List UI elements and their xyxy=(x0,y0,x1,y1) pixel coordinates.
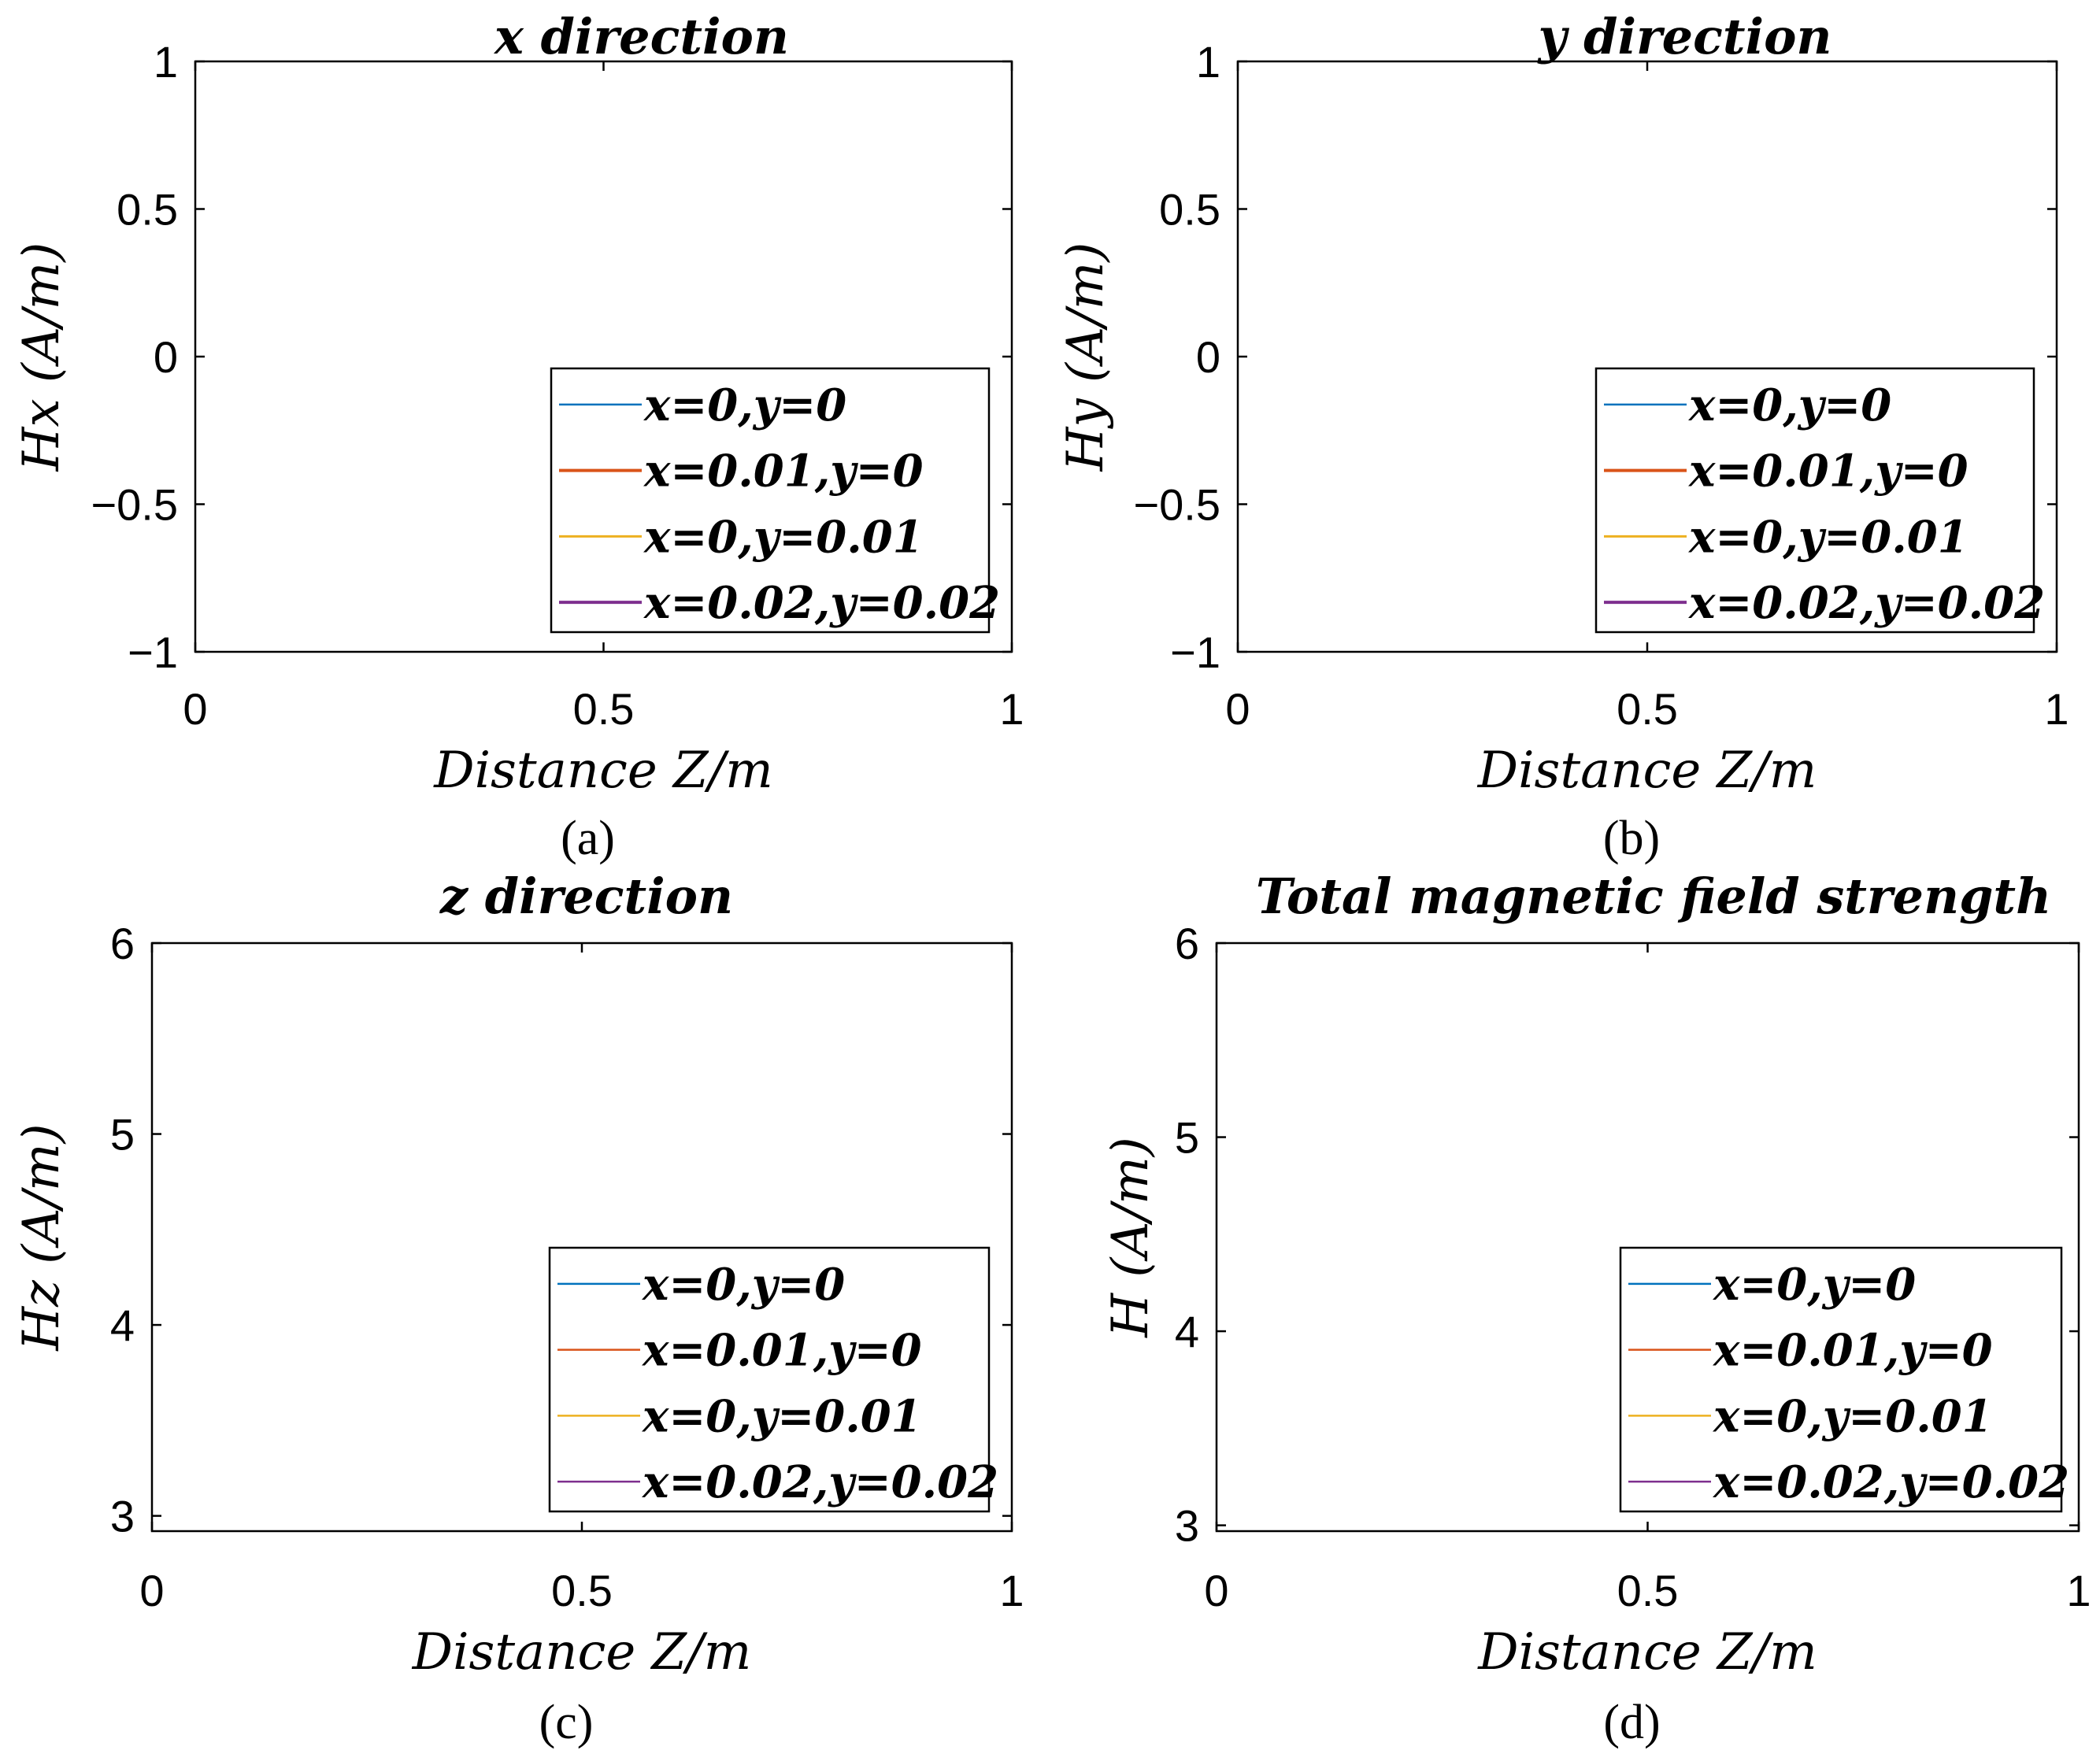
legend-entry: x=0,y=0 xyxy=(1688,379,1891,431)
x-tick-label: 1 xyxy=(999,1566,1024,1615)
chart-panel-a: 0 0.5 1 −1 −0.5 0 0.5 1 x direction Distance Z/m H… xyxy=(13,8,1024,865)
x-axis-label: Distance Z/m xyxy=(1477,1623,1817,1681)
x-tick-label: 0 xyxy=(139,1566,164,1615)
y-tick-label: −1 xyxy=(1170,627,1220,677)
legend-entry: x=0.01,y=0 xyxy=(1713,1325,1993,1377)
panel-caption: (d) xyxy=(1603,1696,1660,1749)
y-tick-label: 3 xyxy=(110,1492,135,1541)
x-tick-label: 0 xyxy=(1204,1566,1228,1615)
legend-entry: x=0,y=0.01 xyxy=(643,511,924,563)
chart-title: y direction xyxy=(1537,8,1832,65)
legend: x=0,y=0 x=0.01,y=0 x=0,y=0.01 x=0.02,y=0.02 xyxy=(548,1246,998,1513)
legend-entry: x=0,y=0 xyxy=(642,1259,845,1311)
panel-caption: (a) xyxy=(561,812,615,865)
x-tick-label: 0 xyxy=(183,684,207,734)
panel-caption: (b) xyxy=(1603,812,1660,865)
legend-entry: x=0.01,y=0 xyxy=(642,1325,922,1377)
x-tick-label: 0 xyxy=(1225,684,1250,734)
y-axis-label: Hy (A/m) xyxy=(1057,242,1115,472)
y-axis-label: Hz (A/m) xyxy=(13,1123,71,1351)
y-tick-label: −0.5 xyxy=(1133,480,1220,530)
x-axis-label: Distance Z/m xyxy=(1477,742,1817,800)
x-tick-label: 0.5 xyxy=(573,684,635,734)
y-tick-label: 4 xyxy=(110,1300,135,1350)
chart-panel-b: 0 0.5 1 −1 −0.5 0 0.5 1 y direction Distance Z/m H… xyxy=(1057,8,2069,865)
legend-entry: x=0,y=0 xyxy=(643,379,846,431)
legend-entry: x=0,y=0 xyxy=(1713,1259,1916,1311)
x-tick-label: 1 xyxy=(999,684,1024,734)
legend-entry: x=0.02,y=0.02 xyxy=(642,1456,998,1508)
y-tick-label: 0.5 xyxy=(1159,185,1220,235)
x-tick-label: 1 xyxy=(2066,1566,2091,1615)
y-tick-label: −0.5 xyxy=(91,480,178,530)
x-axis-label: Distance Z/m xyxy=(433,742,773,800)
y-tick-label: 0 xyxy=(1196,332,1220,382)
y-tick-label: 4 xyxy=(1175,1307,1199,1356)
x-tick-label: 0.5 xyxy=(551,1566,613,1615)
chart-title: Total magnetic field strength xyxy=(1256,868,2051,925)
panel-caption: (c) xyxy=(539,1696,594,1749)
legend-entry: x=0,y=0.01 xyxy=(1688,511,1969,563)
y-tick-label: 5 xyxy=(1175,1113,1199,1163)
y-axis-label: Hx (A/m) xyxy=(13,242,71,472)
chart-title: z direction xyxy=(439,868,733,925)
legend-entry: x=0.02,y=0.02 xyxy=(1688,577,2045,629)
legend-entry: x=0.02,y=0.02 xyxy=(643,577,1000,629)
y-tick-label: 6 xyxy=(110,919,135,968)
y-tick-label: −1 xyxy=(128,627,178,677)
legend-box xyxy=(550,367,991,634)
y-tick-label: 1 xyxy=(1196,37,1220,87)
x-tick-label: 1 xyxy=(2044,684,2069,734)
x-tick-label: 0.5 xyxy=(1617,684,1678,734)
legend-box xyxy=(1594,367,2035,634)
legend-entry: x=0.02,y=0.02 xyxy=(1713,1456,2069,1508)
y-tick-label: 0 xyxy=(154,332,178,382)
chart-panel-d: 0 0.5 1 3 4 5 6 Total magnetic field strength Di… xyxy=(1102,868,2091,1749)
legend: x=0,y=0 x=0.01,y=0 x=0,y=0.01 x=0.02,y=0.02 xyxy=(1594,367,2045,634)
y-axis-label: H (A/m) xyxy=(1102,1137,1160,1338)
x-axis-label: Distance Z/m xyxy=(412,1623,752,1681)
legend-box xyxy=(548,1246,991,1513)
legend-entry: x=0,y=0.01 xyxy=(642,1390,922,1442)
chart-title: x direction xyxy=(493,8,789,65)
chart-panel-c: 0 0.5 1 3 4 5 6 z direction Distance Z/m Hz (A/m)… xyxy=(13,868,1024,1749)
legend-box xyxy=(1619,1246,2063,1513)
y-tick-label: 5 xyxy=(110,1110,135,1160)
legend-entry: x=0.01,y=0 xyxy=(643,446,924,498)
y-tick-label: 3 xyxy=(1175,1501,1199,1551)
legend: x=0,y=0 x=0.01,y=0 x=0,y=0.01 x=0.02,y=0.02 xyxy=(1619,1246,2069,1513)
y-tick-label: 0.5 xyxy=(117,185,178,235)
legend: x=0,y=0 x=0.01,y=0 x=0,y=0.01 x=0.02,y=0.02 xyxy=(550,367,1000,634)
legend-entry: x=0.01,y=0 xyxy=(1688,446,1969,498)
legend-entry: x=0,y=0.01 xyxy=(1713,1390,1993,1442)
y-tick-label: 6 xyxy=(1175,919,1199,968)
x-tick-label: 0.5 xyxy=(1617,1566,1679,1615)
y-tick-label: 1 xyxy=(154,37,178,87)
